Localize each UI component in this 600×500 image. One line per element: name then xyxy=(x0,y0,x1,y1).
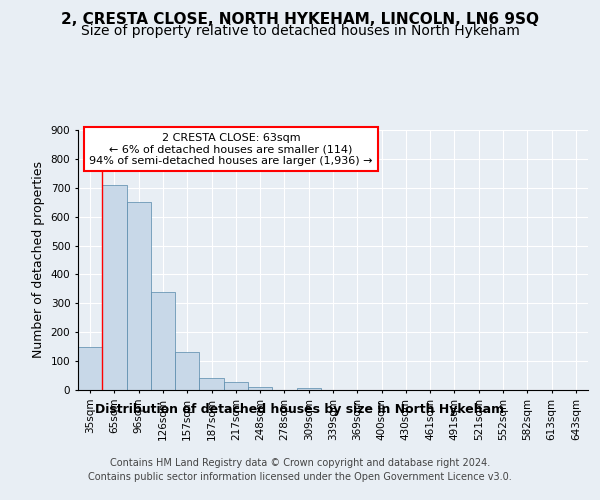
Text: 2 CRESTA CLOSE: 63sqm
← 6% of detached houses are smaller (114)
94% of semi-deta: 2 CRESTA CLOSE: 63sqm ← 6% of detached h… xyxy=(89,132,373,166)
Text: 2, CRESTA CLOSE, NORTH HYKEHAM, LINCOLN, LN6 9SQ: 2, CRESTA CLOSE, NORTH HYKEHAM, LINCOLN,… xyxy=(61,12,539,28)
Text: Size of property relative to detached houses in North Hykeham: Size of property relative to detached ho… xyxy=(80,24,520,38)
Bar xyxy=(151,292,175,390)
Bar xyxy=(248,387,272,390)
Text: Contains public sector information licensed under the Open Government Licence v3: Contains public sector information licen… xyxy=(88,472,512,482)
Bar xyxy=(127,202,151,390)
Bar xyxy=(78,346,102,390)
Text: Distribution of detached houses by size in North Hykeham: Distribution of detached houses by size … xyxy=(95,402,505,415)
Y-axis label: Number of detached properties: Number of detached properties xyxy=(32,162,45,358)
Bar xyxy=(175,352,199,390)
Bar xyxy=(102,185,127,390)
Text: Contains HM Land Registry data © Crown copyright and database right 2024.: Contains HM Land Registry data © Crown c… xyxy=(110,458,490,468)
Bar xyxy=(224,382,248,390)
Bar xyxy=(199,378,224,390)
Bar xyxy=(296,388,321,390)
